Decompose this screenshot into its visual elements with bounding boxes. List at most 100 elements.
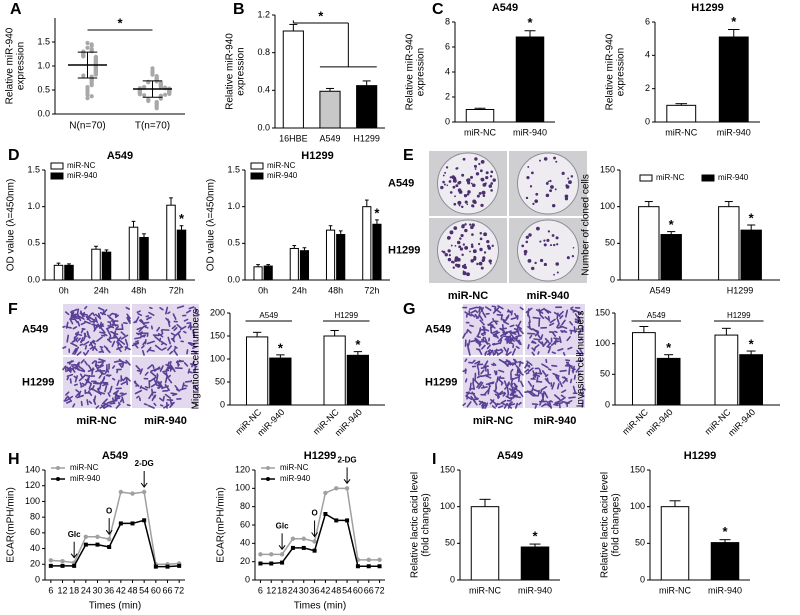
photo-texture (111, 397, 115, 405)
photo-texture (551, 203, 556, 208)
photo-texture (462, 369, 468, 373)
bar (253, 266, 263, 281)
photo-texture (519, 306, 524, 311)
bar (739, 354, 763, 406)
photo-texture (561, 171, 565, 175)
photo-texture (91, 367, 94, 376)
y-axis-label: OD value (λ=450nm) (6, 179, 17, 272)
photo-texture (564, 194, 569, 199)
photo-texture (505, 347, 510, 356)
photo-texture (525, 196, 529, 200)
point (312, 548, 317, 553)
photo-texture (515, 324, 523, 330)
y-tick-label: 0.5 (27, 238, 40, 248)
photo-texture (544, 316, 549, 320)
bar (362, 206, 372, 281)
photo-texture (556, 322, 560, 329)
photo-texture (518, 339, 522, 346)
photo-texture (86, 399, 89, 406)
photo-texture (527, 259, 532, 263)
photo-texture (517, 320, 522, 327)
photo-texture (569, 321, 574, 326)
column-label: miR-940 (527, 290, 570, 302)
photo-texture (491, 342, 496, 346)
photo-texture (503, 346, 507, 352)
photo-texture (464, 200, 468, 204)
point (312, 539, 317, 544)
photo-texture (121, 396, 125, 404)
legend-label: miR-940 (280, 474, 311, 483)
photo-texture (139, 368, 143, 375)
photo-texture (101, 376, 106, 384)
dot (93, 72, 98, 77)
panel-letter: A (10, 1, 22, 18)
point (301, 536, 306, 541)
bar (718, 206, 740, 281)
photo-texture (471, 233, 474, 236)
photo-texture (526, 364, 531, 368)
photo-texture (560, 394, 565, 398)
y-tick-label: 120 (235, 464, 250, 474)
y-tick-label: 50 (605, 238, 615, 248)
point (141, 489, 147, 495)
photo-texture (504, 336, 509, 341)
photo-texture (472, 249, 477, 254)
photo-texture (543, 243, 547, 247)
group-label: A549 (647, 311, 666, 320)
photo-texture (526, 360, 533, 366)
significance: * (318, 8, 324, 23)
y-tick-label: 100 (235, 483, 250, 493)
y-tick-label: 8 (445, 16, 450, 26)
photo-texture (578, 337, 583, 342)
row-label: A549 (22, 323, 48, 335)
point (355, 564, 360, 569)
line (50, 491, 180, 566)
y-tick-label: 0.0 (257, 122, 270, 132)
photo-texture (494, 321, 498, 325)
photo-texture (490, 182, 494, 185)
photo-texture (84, 305, 88, 310)
y-tick-label: 150 (630, 464, 645, 474)
photo-texture (442, 180, 445, 184)
photo-texture (93, 346, 98, 352)
significance: * (355, 337, 361, 352)
photo-texture (487, 368, 490, 375)
photo-texture (508, 401, 513, 405)
x-tick-label: 16HBE (279, 133, 308, 143)
photo-texture (469, 306, 478, 310)
photo-texture (491, 244, 494, 248)
point (72, 563, 77, 568)
marker-arrowhead (311, 532, 318, 538)
photo-texture (62, 365, 67, 371)
photo-texture (94, 381, 101, 385)
photo-texture (135, 332, 142, 336)
photo-texture (483, 232, 488, 237)
photo-texture (192, 350, 198, 354)
significance: * (374, 205, 380, 220)
photo-texture (191, 346, 197, 350)
photo-texture (492, 362, 497, 366)
bar (465, 109, 495, 123)
photo-texture (73, 333, 79, 340)
photo-texture (126, 404, 131, 407)
photo-texture (497, 405, 504, 409)
photo-texture (175, 388, 181, 392)
y-tick-label: 2 (445, 91, 450, 101)
photo-texture (524, 361, 529, 369)
photo-texture (557, 348, 564, 352)
photo-texture (478, 327, 482, 333)
y-tick-label: 0.4 (257, 85, 270, 95)
photo-texture (545, 193, 550, 198)
photo-texture (480, 369, 485, 375)
photo-texture (142, 340, 146, 346)
y-tick-label: 50 (600, 369, 610, 379)
photo-texture (89, 341, 95, 350)
x-axis-label: Times (min) (89, 601, 141, 612)
photo-texture (466, 178, 471, 182)
x-axis-label: Times (min) (294, 601, 346, 612)
x-tick-label: 54 (139, 585, 149, 595)
photo-texture (553, 311, 561, 317)
photo-texture (450, 260, 454, 264)
photo-texture (472, 199, 477, 204)
photo-texture (505, 314, 510, 320)
